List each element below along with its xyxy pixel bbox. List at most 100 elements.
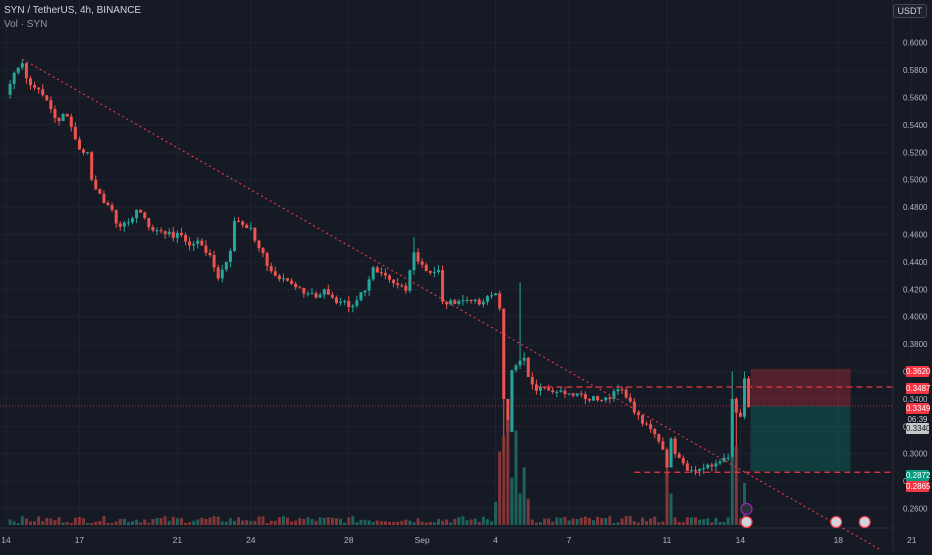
volume-bar <box>98 520 102 525</box>
candle-body <box>465 299 469 301</box>
candle-body <box>179 232 183 236</box>
volume-bar <box>689 517 693 525</box>
volume-bar <box>339 518 343 525</box>
candle-body <box>694 470 698 472</box>
volume-bar <box>677 522 681 525</box>
volume-bar <box>485 519 489 525</box>
volume-bar <box>318 517 322 525</box>
volume-bar <box>37 516 41 525</box>
volume-bar <box>445 519 449 525</box>
volume-bar <box>192 520 196 525</box>
volume-bar <box>224 521 228 525</box>
volume-bar <box>506 420 510 525</box>
candle-body <box>698 468 702 471</box>
candle-body <box>118 223 122 227</box>
volume-bar <box>237 517 241 525</box>
y-tick-label: 0.3800 <box>903 340 928 349</box>
candle-body <box>416 252 420 262</box>
candle-body <box>363 290 367 293</box>
volume-indicator-label[interactable]: Vol · SYN <box>4 19 48 30</box>
candle-body <box>351 305 355 308</box>
volume-bar <box>12 521 16 525</box>
candle-body <box>710 464 714 467</box>
volume-bar <box>257 516 261 525</box>
volume-bar <box>412 522 416 525</box>
volume-bar <box>122 518 126 525</box>
candle-body <box>620 389 624 391</box>
volume-bar <box>167 520 171 525</box>
volume-bar <box>212 516 216 525</box>
candle-body <box>714 463 718 467</box>
candles <box>8 60 751 478</box>
volume-bar <box>355 522 359 525</box>
candle-body <box>8 83 12 95</box>
y-tick-label: 0.4200 <box>903 285 928 294</box>
candle-body <box>738 412 742 417</box>
volume-bar <box>530 519 534 525</box>
volume-bar <box>28 521 32 525</box>
candle-body <box>432 271 436 273</box>
volume-bar <box>738 518 742 525</box>
candle-body <box>212 255 216 268</box>
volume-bar <box>510 477 514 525</box>
candle-body <box>530 377 534 385</box>
volume-bar <box>400 521 404 525</box>
volume-bar <box>616 522 620 525</box>
y-tick-label: 0.5800 <box>903 66 928 75</box>
volume-bar <box>204 518 208 525</box>
candle-body <box>563 390 567 395</box>
candle-body <box>661 441 665 450</box>
y-tick-label: 0.5400 <box>903 121 928 130</box>
candle-body <box>445 301 449 305</box>
currency-button[interactable]: USDT <box>892 4 927 18</box>
candle-body <box>579 393 583 395</box>
candle-body <box>61 114 65 122</box>
x-tick-label: 21 <box>907 535 917 545</box>
volume-bar <box>20 516 24 525</box>
candle-body <box>110 205 114 210</box>
candle-body <box>326 289 330 295</box>
volume-bar <box>726 517 730 525</box>
candle-body <box>249 227 253 229</box>
volume-bar <box>657 522 661 525</box>
x-tick-label: 7 <box>567 535 572 545</box>
volume-bar <box>396 521 400 525</box>
candle-body <box>571 393 575 396</box>
candle-body <box>171 231 175 238</box>
volume-bar <box>16 522 20 525</box>
volume-bar <box>636 522 640 525</box>
candle-body <box>604 397 608 401</box>
volume-bar <box>428 521 432 525</box>
volume-bar <box>653 516 657 525</box>
volume-bar <box>45 517 49 525</box>
volume-bar <box>694 517 698 525</box>
candle-body <box>424 264 428 272</box>
volume-bar <box>216 516 220 525</box>
candle-body <box>114 209 118 224</box>
candle-body <box>330 294 334 298</box>
volume-bar <box>685 517 689 525</box>
candle-body <box>718 461 722 464</box>
candle-body <box>742 378 746 417</box>
reward-zone <box>750 405 851 472</box>
candle-body <box>702 467 706 469</box>
candle-body <box>575 393 579 396</box>
candle-body <box>175 232 179 238</box>
volume-bar <box>441 520 445 525</box>
candle-body <box>151 227 155 231</box>
volume-bar <box>326 517 330 525</box>
volume-bar <box>620 518 624 525</box>
candle-body <box>747 378 751 408</box>
volume-bar <box>706 518 710 525</box>
volume-bar <box>640 517 644 525</box>
candle-body <box>188 241 192 246</box>
candle-body <box>310 293 314 295</box>
stop-grey-label: 0.3340 <box>906 423 931 434</box>
volume-bar <box>281 516 285 525</box>
volume-bar <box>612 522 616 525</box>
candle-body <box>392 279 396 284</box>
volume-bar <box>286 517 290 525</box>
volume-bar <box>200 517 204 525</box>
